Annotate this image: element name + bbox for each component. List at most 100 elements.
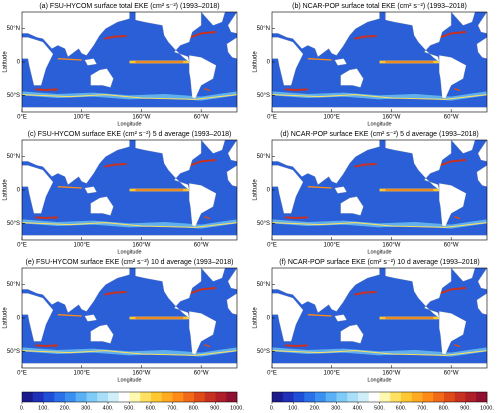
- x-tick-label: 160°W: [382, 115, 400, 121]
- y-tick-label: 50°S: [7, 349, 20, 355]
- colorbar-swatch: [86, 392, 98, 402]
- colorbar-swatch: [465, 392, 477, 402]
- x-tick-label: 0°E: [267, 243, 277, 249]
- colorbar-swatch: [411, 392, 423, 402]
- colorbar-swatch: [172, 392, 184, 402]
- y-tick-label: 50°N: [7, 26, 20, 32]
- y-tick-label: 50°N: [257, 26, 270, 32]
- x-tick-label: 60°W: [194, 115, 209, 121]
- colorbar-swatch: [22, 392, 34, 402]
- colorbar-swatch: [54, 392, 66, 402]
- colorbar-swatch: [315, 392, 327, 402]
- colorbar-swatch: [226, 392, 238, 402]
- colorbar-swatch: [304, 392, 316, 402]
- x-axis-label: Longitude: [367, 249, 391, 255]
- y-tick-label: 0: [267, 316, 271, 322]
- colorbar-swatch: [183, 392, 195, 402]
- colorbar-swatch: [282, 392, 294, 402]
- colorbar-swatch: [476, 392, 488, 402]
- colorbar-tick-label: 200.: [310, 405, 321, 411]
- y-tick-label: 50°S: [257, 93, 270, 99]
- y-tick-label: 0: [267, 188, 271, 194]
- colorbar-tick-label: 800.: [439, 405, 450, 411]
- x-tick-label: 160°W: [132, 243, 150, 249]
- colorbar-tick-label: 600.: [396, 405, 407, 411]
- panel-title: (f) NCAR-POP surface EKE (cm² s⁻²) 10 d …: [279, 259, 479, 266]
- panel-title: (c) FSU-HYCOM surface EKE (cm² s⁻²) 5 d …: [28, 131, 232, 138]
- panel-title: (d) NCAR-POP surface EKE (cm² s⁻²) 5 d a…: [280, 131, 478, 138]
- y-axis-label: Latitude: [253, 307, 259, 329]
- colorbar-tick-label: 700.: [417, 405, 428, 411]
- y-tick-label: 0: [17, 188, 21, 194]
- colorbar-tick-label: 1000.: [230, 405, 244, 411]
- colorbar-swatch: [272, 392, 284, 402]
- y-tick-label: 50°N: [7, 154, 20, 160]
- x-tick-label: 0°E: [17, 371, 27, 377]
- y-axis-label: Latitude: [253, 179, 259, 201]
- map: [22, 12, 237, 112]
- colorbar-swatch: [454, 392, 466, 402]
- x-tick-label: 100°E: [324, 115, 340, 121]
- x-tick-label: 0°E: [17, 115, 27, 121]
- colorbar-swatch: [140, 392, 152, 402]
- colorbar-swatch: [75, 392, 87, 402]
- colorbar-tick-label: 800.: [189, 405, 200, 411]
- colorbar-swatch: [32, 392, 44, 402]
- x-tick-label: 160°W: [132, 371, 150, 377]
- y-tick-label: 50°N: [7, 282, 20, 288]
- y-tick-label: 50°N: [257, 282, 270, 288]
- y-tick-label: 0: [267, 60, 271, 66]
- colorbar-tick-label: 500.: [124, 405, 135, 411]
- colorbar-tick-label: 100.: [288, 405, 299, 411]
- panel-title: (a) FSU-HYCOM surface total EKE (cm² s⁻²…: [39, 3, 219, 10]
- y-tick-label: 0: [17, 60, 21, 66]
- y-tick-label: 0: [17, 316, 21, 322]
- colorbar-swatch: [204, 392, 216, 402]
- colorbar-swatch: [161, 392, 173, 402]
- x-tick-label: 0°E: [17, 243, 27, 249]
- colorbar-tick-label: 400.: [103, 405, 114, 411]
- colorbar-swatch: [379, 392, 391, 402]
- colorbar-swatch: [444, 392, 456, 402]
- x-axis-label: Longitude: [117, 377, 141, 383]
- x-tick-label: 100°E: [324, 371, 340, 377]
- colorbar-swatch: [118, 392, 130, 402]
- colorbar-tick-label: 0.: [20, 405, 25, 411]
- colorbar-swatch: [65, 392, 77, 402]
- y-axis-label: Latitude: [3, 51, 9, 73]
- x-axis-label: Longitude: [367, 121, 391, 127]
- x-tick-label: 60°W: [444, 371, 459, 377]
- y-tick-label: 50°N: [257, 154, 270, 160]
- colorbar-swatch: [336, 392, 348, 402]
- colorbar-tick-label: 200.: [60, 405, 71, 411]
- x-tick-label: 100°E: [74, 115, 90, 121]
- colorbar-swatch: [194, 392, 206, 402]
- panel-title: (b) NCAR-POP surface total EKE (cm² s⁻²)…: [292, 3, 467, 10]
- colorbar-swatch: [151, 392, 163, 402]
- map: [272, 12, 487, 112]
- colorbar-swatch: [358, 392, 370, 402]
- x-tick-label: 160°W: [132, 115, 150, 121]
- y-tick-label: 50°S: [7, 93, 20, 99]
- map: [22, 140, 237, 240]
- colorbar-tick-label: 0.: [270, 405, 275, 411]
- colorbar-swatch: [347, 392, 359, 402]
- panel-title: (e) FSU-HYCOM surface EKE (cm² s⁻²) 10 d…: [26, 259, 234, 266]
- colorbar-swatch: [368, 392, 380, 402]
- y-tick-label: 50°S: [257, 221, 270, 227]
- x-tick-label: 60°W: [194, 243, 209, 249]
- colorbar-tick-label: 700.: [167, 405, 178, 411]
- x-tick-label: 60°W: [444, 115, 459, 121]
- y-tick-label: 50°S: [7, 221, 20, 227]
- x-tick-label: 60°W: [444, 243, 459, 249]
- x-tick-label: 100°E: [324, 243, 340, 249]
- colorbar-swatch: [422, 392, 434, 402]
- y-axis-label: Latitude: [3, 307, 9, 329]
- map: [272, 140, 487, 240]
- colorbar-tick-label: 900.: [460, 405, 471, 411]
- x-axis-label: Longitude: [367, 377, 391, 383]
- colorbar-tick-label: 1000.: [480, 405, 494, 411]
- x-axis-label: Longitude: [117, 121, 141, 127]
- colorbar-tick-label: 400.: [353, 405, 364, 411]
